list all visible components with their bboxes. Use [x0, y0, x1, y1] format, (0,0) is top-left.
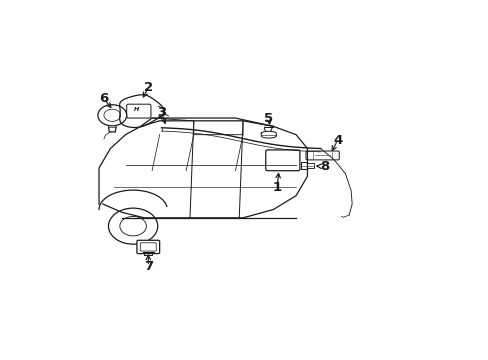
Text: 1: 1 [272, 181, 281, 194]
Bar [307, 163, 313, 168]
Text: 6: 6 [99, 92, 108, 105]
FancyBboxPatch shape [126, 104, 151, 118]
FancyBboxPatch shape [140, 243, 156, 251]
Text: 7: 7 [143, 260, 153, 273]
Bar [300, 162, 307, 169]
Text: 5: 5 [264, 112, 273, 125]
Text: 2: 2 [143, 81, 153, 94]
Text: 8: 8 [320, 160, 329, 173]
Text: 4: 4 [332, 134, 342, 147]
FancyBboxPatch shape [305, 151, 339, 160]
FancyBboxPatch shape [137, 240, 159, 253]
FancyBboxPatch shape [265, 150, 299, 171]
Text: 3: 3 [157, 106, 166, 119]
Text: H: H [134, 107, 139, 112]
